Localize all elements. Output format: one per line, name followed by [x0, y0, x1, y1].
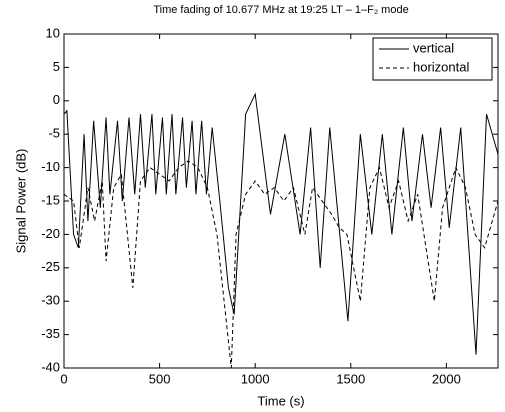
chart-title: Time fading of 10.677 MHz at 19:25 LT – … — [153, 4, 408, 16]
y-tick-label: -5 — [48, 126, 60, 141]
y-tick-label: -30 — [41, 293, 60, 308]
x-tick-label: 1500 — [336, 371, 365, 386]
x-tick-label: 1000 — [241, 371, 270, 386]
x-tick-label: 0 — [60, 371, 67, 386]
y-tick-label: 5 — [53, 59, 60, 74]
y-tick-label: 0 — [53, 92, 60, 107]
y-tick-label: -35 — [41, 326, 60, 341]
legend-label: vertical — [413, 40, 454, 55]
legend-label: horizontal — [413, 59, 469, 74]
y-tick-label: -15 — [41, 192, 60, 207]
plot-frame — [63, 33, 499, 369]
legend-box — [372, 37, 493, 81]
series-line — [63, 160, 499, 369]
series-line — [63, 92, 499, 355]
x-tick-label: 2000 — [432, 371, 461, 386]
x-axis-label: Time (s) — [257, 393, 304, 408]
y-tick-label: -20 — [41, 226, 60, 241]
y-axis-label: Signal Power (dB) — [13, 149, 28, 254]
y-tick-label: -40 — [41, 359, 60, 374]
y-tick-label: -10 — [41, 159, 60, 174]
x-tick-label: 500 — [149, 371, 171, 386]
y-tick-label: 10 — [46, 25, 60, 40]
y-tick-label: -25 — [41, 259, 60, 274]
